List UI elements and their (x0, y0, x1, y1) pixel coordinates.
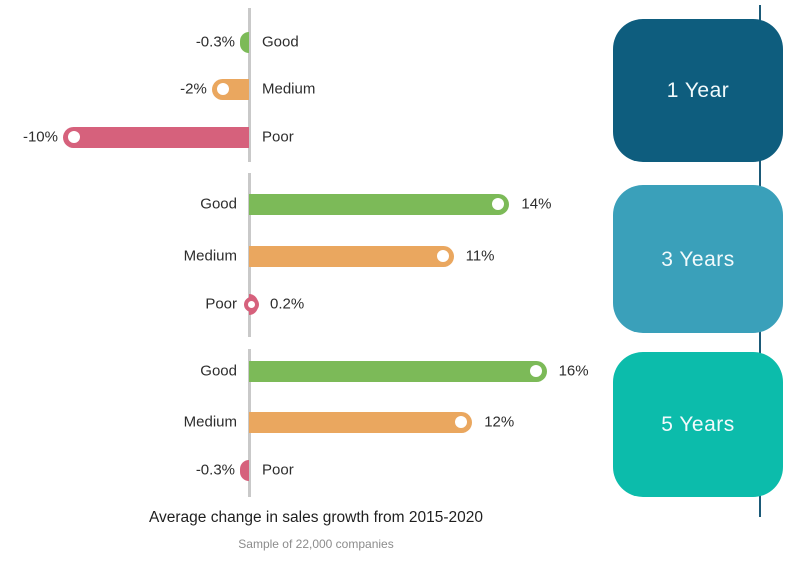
category-label-5-years-good: Good (200, 362, 237, 380)
period-badge-label: 5 Years (661, 413, 735, 436)
category-label-1-year-poor: Poor (262, 128, 294, 146)
value-label-5-years-poor: -0.3% (195, 461, 235, 479)
value-label-5-years-medium: 12% (484, 413, 515, 431)
bar-marker-dot (216, 83, 229, 95)
value-label-1-year-poor: -10% (22, 128, 58, 146)
value-label-1-year-good: -0.3% (195, 33, 235, 51)
bar-5-years-good (249, 360, 547, 382)
bar-marker-dot (529, 365, 542, 377)
bar-marker-dot (492, 198, 505, 210)
category-label-3-years-good: Good (200, 195, 237, 213)
category-label-1-year-good: Good (262, 33, 299, 51)
bar-1-year-good (240, 31, 249, 53)
caption: Average change in sales growth from 2015… (0, 509, 632, 551)
value-label-3-years-poor: 0.2% (270, 295, 305, 313)
category-label-5-years-poor: Poor (262, 461, 294, 479)
bar-marker-dot (68, 131, 80, 143)
chart-subtitle: Sample of 22,000 companies (238, 537, 394, 551)
bar-5-years-medium (249, 411, 473, 433)
period-badge-label: 1 Year (666, 79, 730, 102)
bar-marker-dot (244, 296, 259, 312)
bar-3-years-medium (249, 245, 454, 267)
value-label-3-years-medium: 11% (465, 247, 495, 265)
bar-5-years-poor (240, 459, 249, 481)
axis-baseline-1-year (248, 8, 251, 162)
period-badge-1-year: 1 Year (613, 19, 783, 162)
period-badge-5-years: 5 Years (613, 352, 783, 497)
value-label-3-years-good: 14% (521, 195, 552, 213)
value-label-5-years-good: 16% (558, 362, 589, 380)
chart-title: Average change in sales growth from 2015… (148, 509, 484, 526)
period-badge-label: 3 Years (661, 247, 735, 271)
bar-1-year-poor (63, 126, 249, 148)
value-label-1-year-medium: -2% (180, 80, 207, 98)
bar-marker-dot (436, 250, 449, 262)
bar-marker-dot (455, 416, 468, 428)
category-label-3-years-medium: Medium (183, 247, 237, 265)
period-badge-3-years: 3 Years (613, 185, 783, 333)
category-label-1-year-medium: Medium (262, 80, 316, 98)
category-label-3-years-poor: Poor (205, 295, 237, 313)
category-label-5-years-medium: Medium (183, 413, 237, 431)
bar-3-years-good (249, 193, 510, 215)
